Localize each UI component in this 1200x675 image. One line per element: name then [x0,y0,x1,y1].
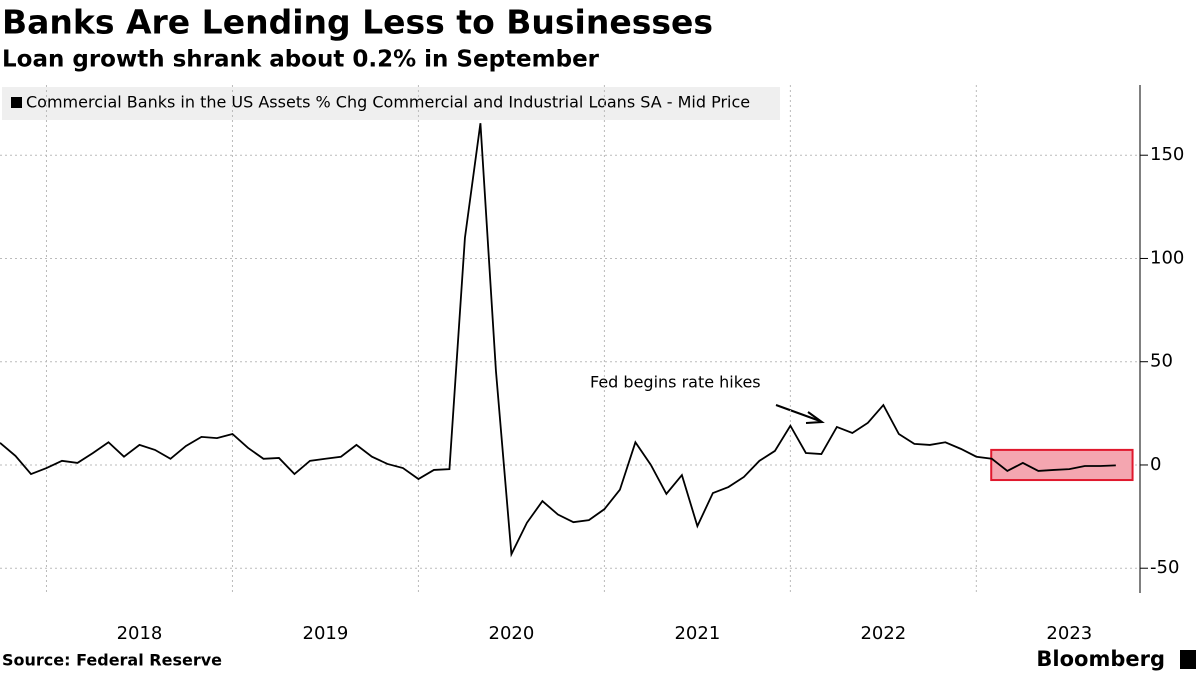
brand: Bloomberg [1036,647,1165,671]
chart-subtitle: Loan growth shrank about 0.2% in Septemb… [2,47,600,73]
legend-swatch [11,97,22,108]
brand-icon [1180,650,1196,669]
annotation-arrowhead [805,411,825,424]
line [0,123,1116,558]
legend-box [2,87,780,120]
y-tick-label: 0 [1150,454,1161,475]
annotation: Fed begins rate hikes [590,373,761,392]
plot: -50 0 50 100 150 2018 2019 2020 2021 2022 2023 [0,85,1184,644]
x-tick-label: 2022 [860,623,906,644]
source: Source: Federal Reserve [2,651,222,670]
y-tick-label: -50 [1150,557,1179,578]
y-tick-label: 150 [1150,144,1184,165]
chart-title: Banks Are Lending Less to Businesses [2,3,713,42]
y-tick-label: 50 [1150,351,1173,372]
x-tick-label: 2018 [117,623,163,644]
x-tick-label: 2021 [674,623,720,644]
y-tick-label: 100 [1150,247,1184,268]
x-tick-label: 2020 [489,623,535,644]
legend-label: Commercial Banks in the US Assets % Chg … [26,93,750,112]
x-tick-label: 2019 [303,623,349,644]
annotation-arrow [775,404,821,422]
x-tick-label: 2023 [1046,623,1092,644]
